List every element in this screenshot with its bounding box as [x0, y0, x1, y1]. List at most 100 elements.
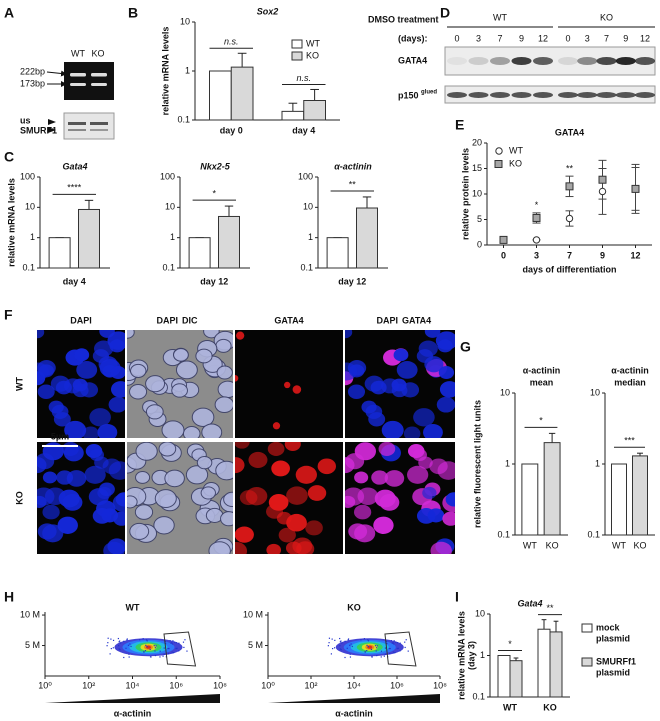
bar — [230, 66, 254, 121]
blot-band — [511, 92, 532, 98]
density-dot — [328, 642, 330, 644]
density-dot — [142, 638, 144, 640]
cell — [108, 396, 125, 413]
y-axis-label: relative mRNA levels — [6, 178, 16, 267]
cell — [62, 442, 79, 457]
cell — [317, 458, 337, 475]
bar — [188, 237, 211, 269]
chart-title: α-actinin — [523, 365, 561, 375]
density-dot — [376, 645, 378, 647]
day-label: 12 — [640, 33, 650, 43]
cell — [37, 330, 45, 339]
blot-band — [447, 57, 467, 65]
pointer — [48, 127, 56, 133]
density-dot — [349, 644, 351, 646]
density-dot — [119, 642, 122, 644]
x-tick-label: 10⁶ — [169, 680, 183, 690]
gel-band — [70, 83, 86, 86]
density-dot — [169, 640, 171, 642]
cell — [407, 465, 429, 484]
y-axis-label: relative protein levels — [460, 148, 470, 240]
cell — [296, 541, 315, 554]
y-tick-label: 5 — [477, 214, 482, 224]
cell — [161, 420, 185, 438]
density-dot — [367, 639, 369, 641]
cell — [235, 526, 254, 543]
western-band — [90, 122, 108, 125]
x-axis-label: day 12 — [200, 276, 228, 286]
bar — [632, 455, 648, 536]
cell — [381, 420, 404, 438]
bar — [549, 631, 563, 698]
x-tick-label: KO — [633, 540, 646, 550]
gate — [384, 631, 417, 667]
density-dot — [154, 650, 156, 652]
legend-label: WT — [306, 38, 320, 48]
cell — [195, 348, 213, 364]
density-dot — [176, 647, 178, 649]
gate — [163, 631, 197, 667]
y-tick-label: 5 M — [25, 640, 40, 650]
cell — [286, 513, 307, 532]
day-label: 9 — [519, 33, 524, 43]
density-dot — [371, 656, 373, 658]
x-tick-label: 10² — [304, 680, 317, 690]
cell — [266, 504, 284, 519]
density-dot — [149, 656, 152, 658]
density-dot — [339, 637, 341, 640]
blot-band — [577, 92, 598, 98]
density-dot — [376, 647, 378, 649]
cell — [173, 348, 189, 362]
density-dot — [384, 647, 387, 649]
cell — [94, 456, 109, 469]
density-dot — [385, 640, 388, 643]
cell — [113, 511, 125, 526]
cell — [354, 471, 369, 484]
density-dot — [112, 647, 114, 649]
significance: n.s. — [296, 73, 311, 83]
cell — [50, 375, 70, 392]
cell — [272, 422, 281, 430]
y-tick-label: 0.1 — [472, 691, 485, 701]
density-dot — [332, 647, 334, 650]
pointer — [48, 119, 56, 125]
density-dot — [392, 651, 395, 653]
chart-title: Gata4 — [62, 161, 87, 171]
significance: *** — [624, 436, 635, 446]
cell — [371, 470, 388, 485]
y-tick-label: 0.1 — [22, 262, 35, 272]
density-dot — [344, 640, 346, 642]
density-dot — [391, 642, 393, 644]
x-axis-label: α-actinin — [114, 708, 152, 718]
panel-label: B — [128, 5, 138, 21]
point — [565, 182, 574, 191]
cell — [66, 470, 87, 487]
scale-bar-label: 5µm — [51, 431, 69, 441]
density-dot — [183, 646, 185, 649]
cell — [284, 381, 291, 389]
y-tick-label: 10 — [500, 387, 510, 397]
y-tick-label: 0 — [477, 239, 482, 249]
density-dot — [184, 639, 186, 641]
cell — [110, 381, 125, 398]
cell — [378, 442, 396, 457]
cell — [37, 495, 47, 508]
cell — [347, 384, 366, 400]
density-dot — [407, 650, 409, 652]
cell — [424, 330, 441, 338]
density-dot — [341, 642, 343, 644]
y-tick-label: 10 — [180, 16, 190, 26]
density-dot — [171, 651, 173, 653]
density-dot — [339, 641, 341, 643]
density-dot — [366, 644, 368, 646]
blot-band — [468, 92, 489, 98]
cell — [439, 381, 455, 398]
y-tick-label: 10 — [25, 202, 35, 212]
blot-band — [533, 92, 553, 98]
blot-band — [596, 92, 617, 98]
x-tick-label: 10⁰ — [38, 680, 52, 690]
cell — [145, 404, 164, 420]
y-tick-label: 10 — [165, 202, 175, 212]
density-dot — [144, 649, 147, 652]
density-dot — [392, 642, 394, 644]
